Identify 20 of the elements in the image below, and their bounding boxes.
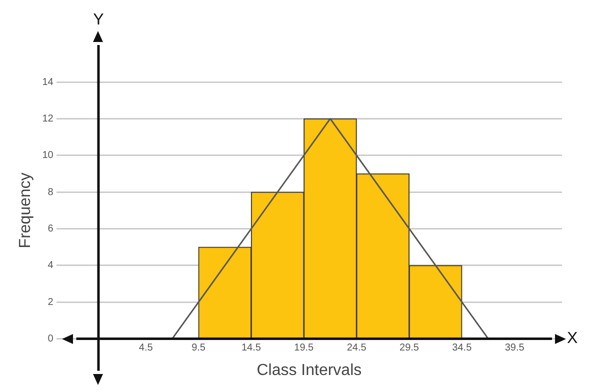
- text: X: [567, 330, 578, 348]
- y-tick-label: 14: [42, 76, 54, 88]
- x-tick-label: 9.5: [192, 342, 206, 354]
- y-tick-label: 0: [48, 334, 54, 345]
- y-tick-label: 8: [48, 186, 54, 198]
- y-tick-label: 4: [48, 260, 54, 272]
- y-axis-title: Frequency: [17, 172, 34, 248]
- x-tick-label: 34.5: [452, 342, 472, 354]
- x-axis-title: Class Intervals: [256, 362, 362, 379]
- x-tick-label: 39.5: [504, 342, 525, 354]
- x-tick-label: 29.5: [400, 342, 420, 354]
- y-tick-label: 12: [42, 113, 54, 124]
- x-tick-label: 4.5: [138, 342, 154, 354]
- x-tick-label: 19.5: [294, 342, 314, 354]
- y-tick-label: 10: [42, 150, 54, 162]
- x-tick-label: 24.5: [346, 342, 367, 354]
- text: Y: [93, 11, 104, 28]
- y-tick-label: 6: [48, 223, 54, 234]
- y-tick-label: 2: [48, 296, 54, 308]
- x-tick-label: 14.5: [241, 342, 262, 354]
